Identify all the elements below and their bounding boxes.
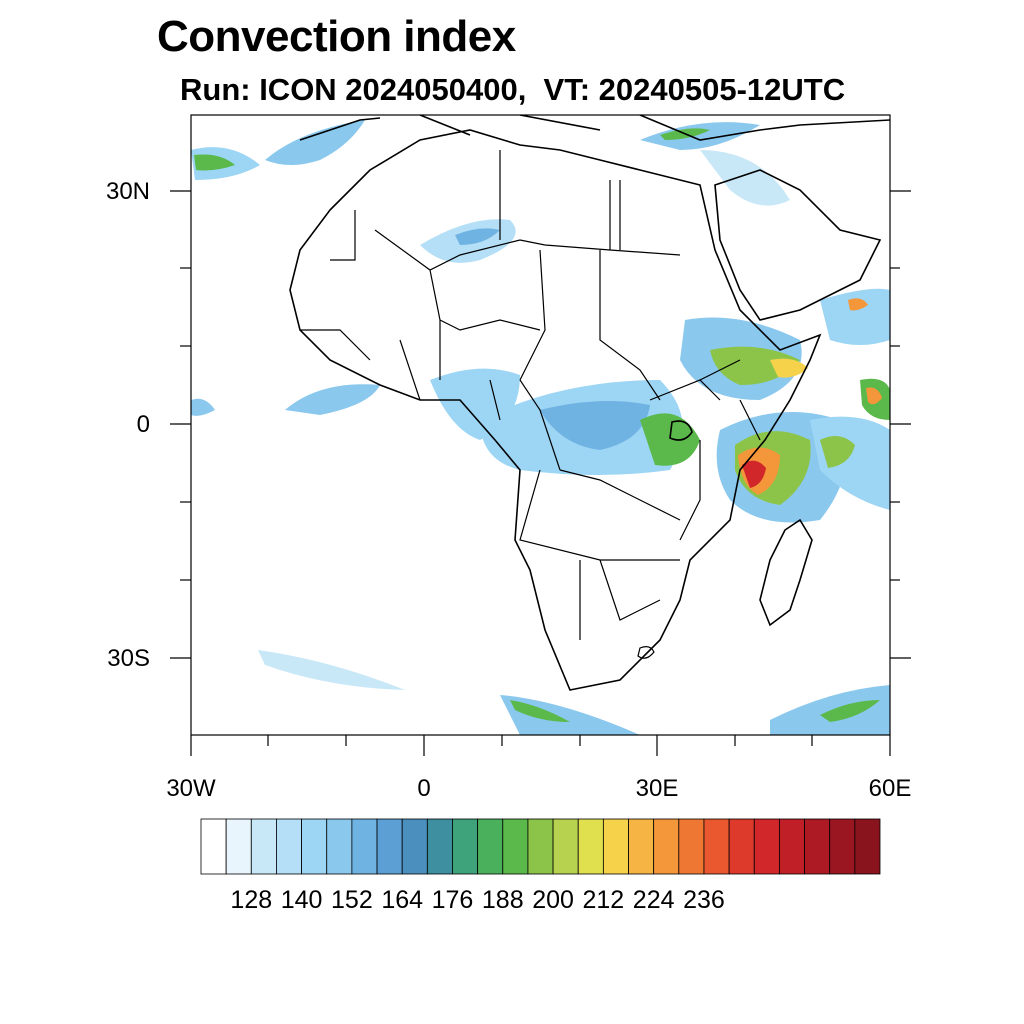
- lat-label-30s: 30S: [107, 645, 150, 672]
- lon-label-0: 0: [417, 775, 431, 802]
- field-blob-congo-core: [540, 401, 650, 450]
- africa-coastline: [289, 129, 822, 691]
- convection-field: [191, 120, 890, 735]
- plot-frame: [190, 114, 891, 736]
- field-blob-lakes: [640, 413, 700, 466]
- field-blob-south-cape: [500, 695, 640, 735]
- colorbar-label: 212: [582, 886, 625, 914]
- field-blob-south-indian: [770, 685, 890, 735]
- europe-coastline: [299, 115, 890, 141]
- lon-label-60e: 60E: [868, 775, 912, 802]
- field-blob-west-africa: [285, 384, 380, 415]
- field-blob-mediterranean: [640, 122, 760, 150]
- field-blob-south-atlantic: [258, 650, 405, 690]
- colorbar-label: 152: [331, 886, 373, 914]
- field-blob-south-indian-core: [820, 700, 880, 722]
- field-blob-east-coast-hot: [742, 460, 766, 488]
- field-blob-south-cape-core: [510, 700, 570, 722]
- field-blob-iberia: [265, 120, 365, 165]
- field-blob-north-atlantic-core: [194, 154, 235, 171]
- colorbar-label: 236: [683, 886, 725, 914]
- map-title: Convection index: [157, 12, 516, 61]
- country-borders: [300, 150, 761, 640]
- lesotho-border: [637, 646, 655, 659]
- colorbar-label: 176: [431, 886, 474, 914]
- field-blob-guinea: [191, 398, 215, 416]
- field-blob-arabia: [700, 150, 790, 206]
- field-blob-ethiopia-hot: [770, 358, 808, 378]
- colorbar-label: 188: [481, 886, 524, 914]
- field-blob-east-ocean-hot: [866, 387, 882, 405]
- madagascar-coastline: [759, 518, 813, 627]
- colorbar-label: 224: [632, 886, 675, 914]
- lat-label-30n: 30N: [105, 178, 150, 205]
- arabia-coastline: [714, 169, 882, 321]
- field-blob-indian-ocean-core: [820, 436, 855, 468]
- field-blob-sahara-core: [455, 228, 500, 245]
- colorbar-label: 128: [230, 886, 273, 914]
- colorbar-label: 164: [381, 886, 424, 914]
- colorbar-label: 200: [532, 886, 574, 914]
- lat-label-0: 0: [136, 411, 150, 438]
- field-blob-somalia-hot: [848, 298, 868, 311]
- axis-ticks: [170, 190, 911, 756]
- lon-label-30e: 30E: [635, 775, 679, 802]
- colorbar-label: 140: [280, 886, 323, 914]
- map-subtitle: Run: ICON 2024050400, VT: 20240505-12UTC: [180, 72, 846, 107]
- lake-victoria: [669, 420, 693, 441]
- field-blob-somalia: [820, 288, 890, 345]
- lon-label-30w: 30W: [166, 775, 216, 802]
- coastlines: [289, 115, 890, 691]
